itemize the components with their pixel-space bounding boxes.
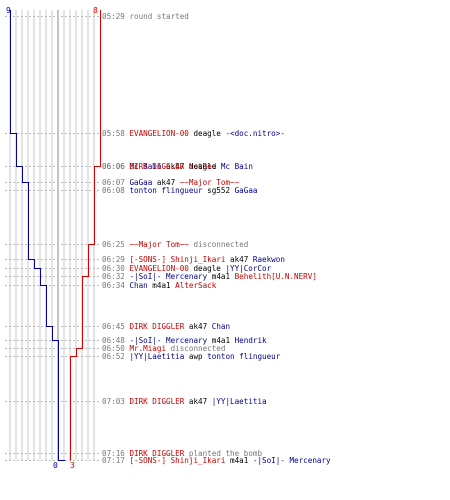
log-entry: 06:50 Mr.Miagi disconnected [102,344,225,353]
log-text: deagle [184,162,221,171]
log-text: -<doc.nitro>- [225,129,285,138]
log-time: 07:16 [102,449,125,458]
log-text: EVANGELION-00 [129,264,189,273]
log-entry: 05:58 EVANGELION-00 deagle -<doc.nitro>- [102,129,285,138]
log-time: 07:03 [102,397,125,406]
log-text: |YY|CorCor [225,264,272,273]
log-entry: 06:06 Mc Bain ak47 NotRed [102,162,216,171]
log-entry: 07:16 DIRK DIGGLER planted the bomb [102,449,262,458]
log-text: disconnected [166,344,226,353]
log-text: EVANGELION-00 [129,129,189,138]
log-time: 06:48 [102,336,125,345]
ct-series-line [10,10,65,461]
log-text: Mc Bain [129,162,162,171]
ct-end-count: 0 [53,461,58,470]
log-text: ak47 [184,397,212,406]
log-time: 06:50 [102,344,125,353]
log-text: Mc Bain [220,162,253,171]
log-text: DIRK DIGGLER [129,449,185,458]
log-text: round started [129,12,189,21]
log-text: GaGaa [129,178,153,187]
log-text: DIRK DIGGLER [129,397,185,406]
log-text: awp [184,352,208,361]
log-entry: 06:30 EVANGELION-00 deagle |YY|CorCor [102,264,271,273]
log-entry: 06:52 |YY|Laetitia awp tonton flingueur [102,352,280,361]
log-time: 06:06 [102,162,125,171]
log-entry: 07:03 DIRK DIGGLER ak47 |YY|Laetitia [102,397,267,406]
log-entry: 06:25 ~~Major Tom~~ disconnected [102,240,248,249]
log-entry: 06:29 [-SONS-] Shinji_Ikari ak47 Raekwon [102,255,285,264]
log-text: sg552 [202,186,235,195]
log-text: -|SoI|- Mercenary [252,456,331,465]
log-text: Chan [211,322,231,331]
log-text: ak47 [184,322,212,331]
log-entry: 06:32 -|SoI|- Mercenary m4a1 Behelith[U.… [102,272,317,281]
log-time: 05:29 [102,12,125,21]
log-time: 05:58 [102,129,125,138]
log-text: -|SoI|- Mercenary [129,336,208,345]
log-text: disconnected [188,240,249,249]
log-time: 06:08 [102,186,125,195]
log-time: 07:17 [102,456,125,465]
log-text: [-SONS-] Shinji_Ikari [129,255,226,264]
log-entry: 06:45 DIRK DIGGLER ak47 Chan [102,322,230,331]
ct-start-count: 9 [6,6,11,15]
log-text: Raekwon [252,255,285,264]
log-text: ak47 [161,162,189,171]
log-time: 06:30 [102,264,125,273]
t-end-count: 3 [70,461,75,470]
log-text: m4a1 [225,456,253,465]
log-text: DIRK DIGGLER [129,162,185,171]
log-time: 06:25 [102,240,125,249]
log-entry: 06:06 DIRK DIGGLER deagle Mc Bain [102,162,253,171]
log-text: planted the bomb [184,449,263,458]
log-text: tonton flingueur [129,186,203,195]
log-time: 06:52 [102,352,125,361]
log-text: deagle [188,264,226,273]
log-text: ak47 [225,255,253,264]
log-text: Behelith[U.N.NERV] [234,272,317,281]
log-text: -|SoI|- Mercenary [129,272,208,281]
log-text: m4a1 [207,272,235,281]
log-time: 06:06 [102,162,125,171]
log-text: m4a1 [147,281,176,290]
log-text: GaGaa [234,186,258,195]
t-start-count: 8 [93,6,98,15]
log-entry: 06:08 tonton flingueur sg552 GaGaa [102,186,257,195]
log-text: ~~Major Tom~~ [179,178,240,187]
log-text: deagle [188,129,226,138]
log-entry: 06:34 Chan m4a1 AlterSack [102,281,216,290]
log-text: m4a1 [207,336,235,345]
log-text: |YY|Laetitia [129,352,185,361]
log-text: DIRK DIGGLER [129,322,185,331]
log-text: |YY|Laetitia [211,397,267,406]
log-text: ~~Major Tom~~ [129,240,189,249]
log-time: 06:34 [102,281,125,290]
log-time: 06:45 [102,322,125,331]
log-entry: 06:07 GaGaa ak47 ~~Major Tom~~ [102,178,239,187]
log-entry: 07:17 [-SONS-] Shinji_Ikari m4a1 -|SoI|-… [102,456,331,465]
log-text: Chan [129,281,148,290]
log-text: AlterSack [175,281,217,290]
log-text: Mr.Miagi [129,344,167,353]
log-text: tonton flingueur [207,352,281,361]
log-text: Hendrik [234,336,267,345]
log-time: 06:29 [102,255,125,264]
log-text: ak47 [152,178,180,187]
log-text: NotRed [188,162,217,171]
log-time: 06:07 [102,178,125,187]
log-time: 06:32 [102,272,125,281]
log-entry: 05:29 round started [102,12,189,21]
t-series-line [70,10,101,461]
log-text: [-SONS-] Shinji_Ikari [129,456,226,465]
log-entry: 06:48 -|SoI|- Mercenary m4a1 Hendrik [102,336,267,345]
